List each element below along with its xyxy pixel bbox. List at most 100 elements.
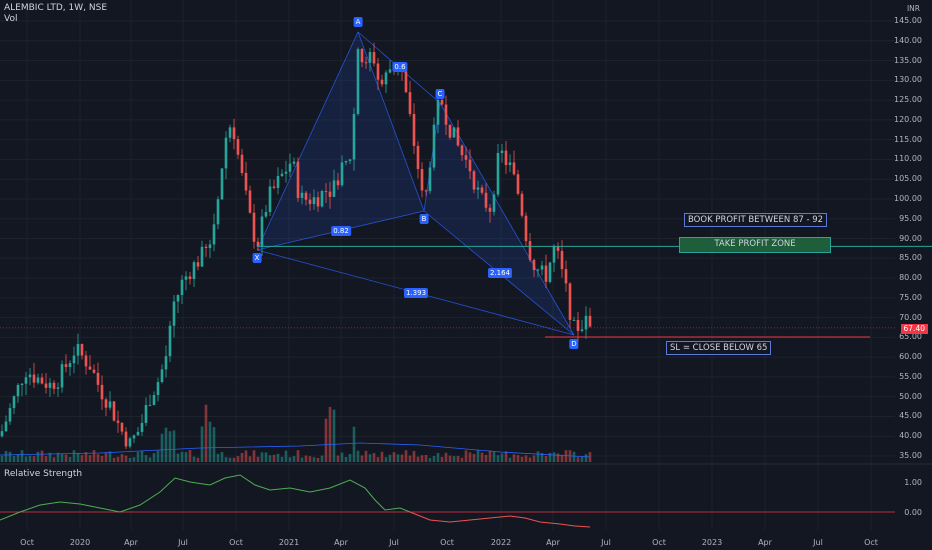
candle-body — [316, 197, 320, 207]
pattern-point-b[interactable]: B — [419, 214, 429, 224]
candle-body — [112, 401, 116, 421]
volume-bar — [208, 421, 212, 462]
volume-bar — [140, 450, 144, 462]
price-tick: 85.00 — [899, 253, 922, 263]
candle-body — [160, 369, 164, 383]
candle-body — [432, 124, 436, 168]
candle-body — [384, 72, 388, 85]
candle-body — [176, 295, 180, 302]
candle-body — [452, 127, 456, 138]
indicator-label[interactable]: Relative Strength — [4, 469, 83, 479]
book-profit-note[interactable]: BOOK PROFIT BETWEEN 87 - 92 — [684, 213, 828, 227]
volume-bar — [524, 455, 528, 462]
candle-body — [568, 283, 572, 320]
candle-body — [360, 49, 364, 63]
volume-bar — [564, 450, 568, 462]
volume-bar — [64, 454, 68, 462]
volume-bar — [436, 452, 440, 462]
ratio-label-xb[interactable]: 0.82 — [331, 226, 351, 236]
price-tick: 130.00 — [894, 75, 922, 85]
candle-body — [340, 162, 344, 186]
volume-bar — [420, 455, 424, 462]
time-tick: 2023 — [701, 538, 723, 547]
candle-body — [484, 192, 488, 208]
price-tick: 120.00 — [894, 114, 922, 124]
candle-body — [516, 174, 520, 194]
candle-body — [580, 329, 584, 331]
volume-bar — [460, 457, 464, 462]
volume-bar — [260, 452, 264, 462]
price-tick: 50.00 — [899, 391, 922, 401]
volume-bar — [408, 455, 412, 462]
candle-body — [260, 216, 264, 247]
volume-bar — [528, 457, 532, 462]
volume-bar — [280, 456, 284, 462]
volume-bar — [272, 454, 276, 462]
candle-body — [532, 259, 536, 271]
time-tick: Apr — [334, 538, 348, 547]
volume-bar — [328, 406, 332, 462]
volume-bar — [180, 451, 184, 462]
volume-bar — [488, 450, 492, 462]
candle-body — [556, 246, 560, 251]
volume-bar — [84, 452, 88, 462]
candle-body — [148, 405, 152, 407]
volume-bar — [8, 451, 12, 462]
candle-body — [464, 155, 468, 160]
candle-body — [488, 207, 492, 212]
candle-body — [48, 382, 52, 388]
time-tick: Oct — [440, 538, 454, 547]
ratio-label-bd[interactable]: 2.164 — [487, 268, 513, 278]
price-tick: 65.00 — [899, 332, 922, 342]
stop-loss-note[interactable]: SL = CLOSE BELOW 65 — [666, 341, 772, 355]
symbol-title[interactable]: ALEMBIC LTD, 1W, NSE — [4, 3, 107, 13]
volume-bar — [288, 457, 292, 462]
candle-body — [336, 180, 340, 186]
candle-body — [380, 79, 384, 85]
candle-body — [268, 186, 272, 213]
candle-body — [292, 161, 296, 164]
time-tick: Jul — [389, 538, 399, 547]
volume-bar — [360, 455, 364, 462]
candle-body — [100, 384, 104, 400]
volume-bar — [152, 453, 156, 462]
volume-bar — [336, 455, 340, 462]
candle-body — [300, 192, 304, 198]
volume-bar — [196, 457, 200, 462]
volume-bar — [256, 456, 260, 462]
pattern-point-extra[interactable]: 0.6 — [392, 62, 408, 72]
volume-bar — [160, 433, 164, 462]
volume-bar — [220, 452, 224, 462]
pattern-point-x[interactable]: X — [252, 253, 262, 263]
volume-bar — [192, 456, 196, 462]
candle-body — [68, 363, 72, 368]
volume-bar — [36, 451, 40, 462]
candle-body — [468, 159, 472, 172]
price-tick: 40.00 — [899, 431, 922, 441]
take-profit-zone[interactable]: TAKE PROFIT ZONE — [679, 237, 831, 253]
volume-bar — [144, 455, 148, 462]
volume-bar — [388, 454, 392, 462]
candle-body — [540, 265, 544, 270]
price-tick: 135.00 — [894, 55, 922, 65]
volume-bar — [12, 456, 16, 462]
volume-bar — [496, 455, 500, 462]
candle-body — [80, 343, 84, 356]
candle-body — [216, 199, 220, 225]
time-tick: 2022 — [490, 538, 512, 547]
volume-bar — [364, 450, 368, 462]
volume-bar — [148, 457, 152, 462]
volume-bar — [76, 452, 80, 462]
volume-bar — [0, 456, 4, 462]
pattern-point-a[interactable]: A — [353, 17, 363, 27]
pattern-point-c[interactable]: C — [435, 89, 445, 99]
candle-body — [140, 422, 144, 432]
ratio-label-xd[interactable]: 1.393 — [403, 288, 429, 298]
candle-body — [132, 435, 136, 439]
volume-bar — [540, 452, 544, 462]
pattern-point-d[interactable]: D — [569, 339, 579, 349]
candle-body — [284, 171, 288, 174]
volume-bar — [136, 451, 140, 462]
